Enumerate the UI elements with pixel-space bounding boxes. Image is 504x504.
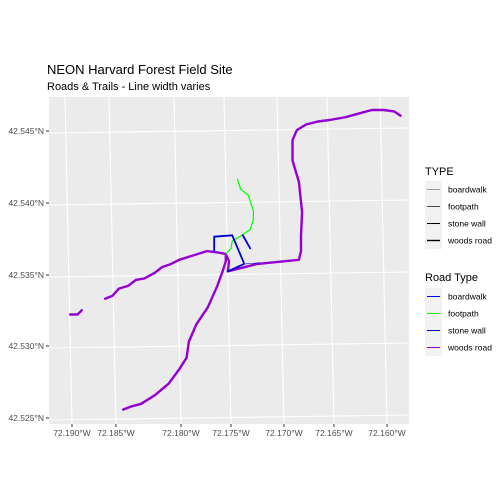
y-tick-label: 42.525°N [8,413,44,423]
x-axis: 72.190°W 72.185°W 72.180°W 72.175°W 72.170°W… [53,424,406,438]
plot-panel [48,96,410,425]
series-line-woods-road [103,249,227,300]
legend-linewidth: TYPE boardwalk footpath stone wall woods ro… [425,166,492,249]
y-gridline [48,271,410,278]
series-line-woods-road [226,108,402,273]
legend-linewidth-label: boardwalk [448,185,487,195]
y-axis: 42.525°N 42.530°N 42.535°N 42.540°N 42.545°N [8,126,49,423]
legend-color-title: Road Type [425,272,478,284]
legend-color-keys: boardwalk footpath stone wall woods road [425,288,492,356]
x-tick-label: 72.165°W [315,428,352,438]
y-tick-label: 42.535°N [8,270,44,280]
y-gridline [48,127,410,134]
legend-linewidth-label: stone wall [448,219,486,229]
y-tick-label: 42.530°N [8,341,44,351]
series-line-woods-road [224,252,231,273]
legend-linewidth-keys: boardwalk footpath stone wall woods road [425,181,492,249]
x-gridline [108,96,117,425]
series-line-footpath [225,178,254,255]
y-tick-label: 42.540°N [8,198,44,208]
x-tick-label: 72.160°W [368,428,405,438]
x-tick-label: 72.170°W [265,428,302,438]
series-line-boardwalk [243,262,260,265]
legend-linewidth-label: woods road [447,236,492,246]
legend-color-label: stone wall [448,326,486,336]
legend-color: Road Type boardwalk footpath stone wall woo… [425,272,492,356]
legend-color-label: footpath [448,309,479,319]
x-gridline [64,96,73,425]
legend-linewidth-title: TYPE [425,166,454,178]
series-line-woods-road [69,309,83,316]
chart-title: NEON Harvard Forest Field Site [47,62,233,77]
series-line-stone-wall [241,234,252,250]
chart-subtitle: Roads & Trails - Line width varies [47,81,211,93]
x-tick-label: 72.190°W [53,428,90,438]
series-layer [69,108,402,411]
legend-color-label: woods road [447,343,492,353]
x-tick-label: 72.180°W [162,428,199,438]
y-gridline [48,414,410,421]
legend-color-label: boardwalk [448,292,487,302]
series-line-stone-wall [213,234,245,264]
y-gridline [48,199,410,206]
y-tick-label: 42.545°N [8,126,44,136]
x-tick-label: 72.185°W [97,428,134,438]
x-tick-label: 72.175°W [212,428,249,438]
x-gridline [379,96,388,425]
legend-linewidth-label: footpath [448,202,479,212]
series-line-stone-wall [227,263,245,273]
x-gridline [326,96,335,425]
series-line-woods-road [121,252,227,411]
